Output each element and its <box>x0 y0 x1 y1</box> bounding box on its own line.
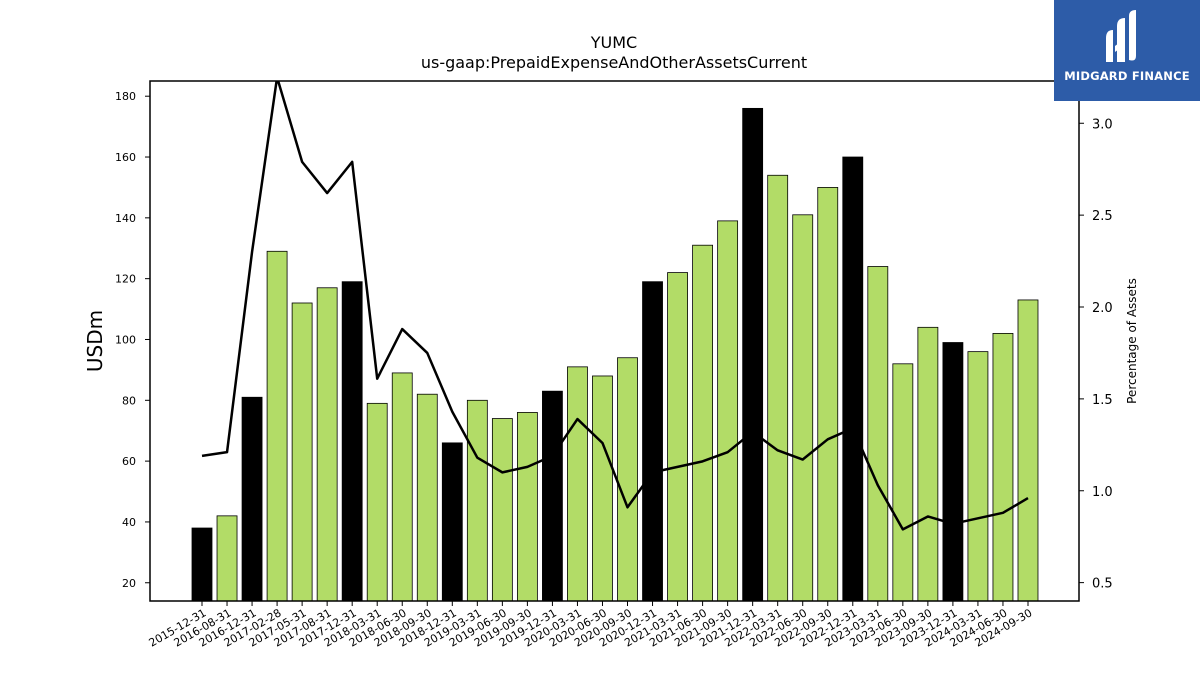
y-tick-label: 180 <box>115 90 136 103</box>
y-tick-label: 160 <box>115 151 136 164</box>
bar-2020-03-31 <box>567 366 588 602</box>
percentage-of-assets-line <box>201 81 1029 531</box>
bar-2023-03-31 <box>867 266 889 602</box>
bar-2024-09-30 <box>1017 299 1039 602</box>
line-series <box>201 81 1029 531</box>
brand-logo: MIDGARD FINANCE <box>1054 0 1200 101</box>
chart-title: YUMC <box>590 33 637 52</box>
bar-2021-06-30 <box>692 244 713 602</box>
bar-2018-03-31 <box>366 402 388 602</box>
bar-2024-06-30 <box>992 332 1014 602</box>
bar-2021-12-31 <box>742 107 764 602</box>
y-axis-left: 20 40 60 80 100 120 140 160 180 <box>115 90 150 590</box>
bar-2015-12-31 <box>191 527 213 602</box>
bar-2016-12-31 <box>241 396 263 602</box>
y-tick-label: 60 <box>122 455 136 468</box>
bar-2022-06-30 <box>792 214 814 602</box>
bar-2022-03-31 <box>767 174 789 602</box>
bar-2021-03-31 <box>667 272 688 602</box>
y-axis-right: 0.5 1.0 1.5 2.0 2.5 3.0 <box>1079 117 1113 592</box>
bar-2023-06-30 <box>892 363 914 602</box>
bar-2019-09-30 <box>516 412 538 602</box>
bar-2022-09-30 <box>817 187 839 602</box>
plot-frame <box>149 80 1080 602</box>
bar-2018-09-30 <box>416 393 438 602</box>
y-tick-label: 80 <box>122 394 136 407</box>
bar-2020-12-31 <box>642 281 663 602</box>
bar-2019-12-31 <box>542 390 563 602</box>
y-tick-label: 20 <box>122 577 136 590</box>
bar-2023-12-31 <box>942 342 964 602</box>
bar-2018-06-30 <box>391 372 413 602</box>
y2-tick-label: 0.5 <box>1092 577 1113 592</box>
bar-2020-09-30 <box>617 357 638 602</box>
bar-2023-09-30 <box>917 326 939 602</box>
y-tick-label: 120 <box>115 273 136 286</box>
bar-2022-12-31 <box>842 156 864 602</box>
y-tick-label: 140 <box>115 212 136 225</box>
chart-subtitle: us-gaap:PrepaidExpenseAndOtherAssetsCurr… <box>421 53 807 72</box>
bar-2016-08-31 <box>216 515 238 602</box>
bar-series <box>191 107 1039 602</box>
brand-name: MIDGARD FINANCE <box>1064 69 1190 83</box>
bar-2021-09-30 <box>717 220 739 602</box>
bar-2017-08-31 <box>316 287 338 602</box>
y-axis-label: USDm <box>83 310 107 372</box>
x-axis: 2015-12-312016-08-312016-12-312017-02-28… <box>147 601 1034 650</box>
y2-tick-label: 2.0 <box>1092 301 1113 316</box>
bar-2024-03-31 <box>967 351 989 602</box>
y2-tick-label: 1.0 <box>1092 485 1113 500</box>
bar-2017-12-31 <box>341 281 363 602</box>
midgard-logo-icon <box>1106 10 1136 62</box>
bar-2020-06-30 <box>592 375 613 602</box>
y2-tick-label: 2.5 <box>1092 209 1113 224</box>
bar-2019-03-31 <box>466 399 488 602</box>
bar-2018-12-31 <box>441 442 463 602</box>
y2-tick-label: 3.0 <box>1092 117 1113 132</box>
y2-tick-label: 1.5 <box>1092 393 1113 408</box>
bar-2017-05-31 <box>291 302 313 602</box>
y-tick-label: 40 <box>122 516 136 529</box>
bar-2017-02-28 <box>266 250 288 602</box>
bar-2019-06-30 <box>491 418 513 602</box>
y2-axis-label: Percentage of Assets <box>1125 278 1139 404</box>
y-tick-label: 100 <box>115 333 136 346</box>
